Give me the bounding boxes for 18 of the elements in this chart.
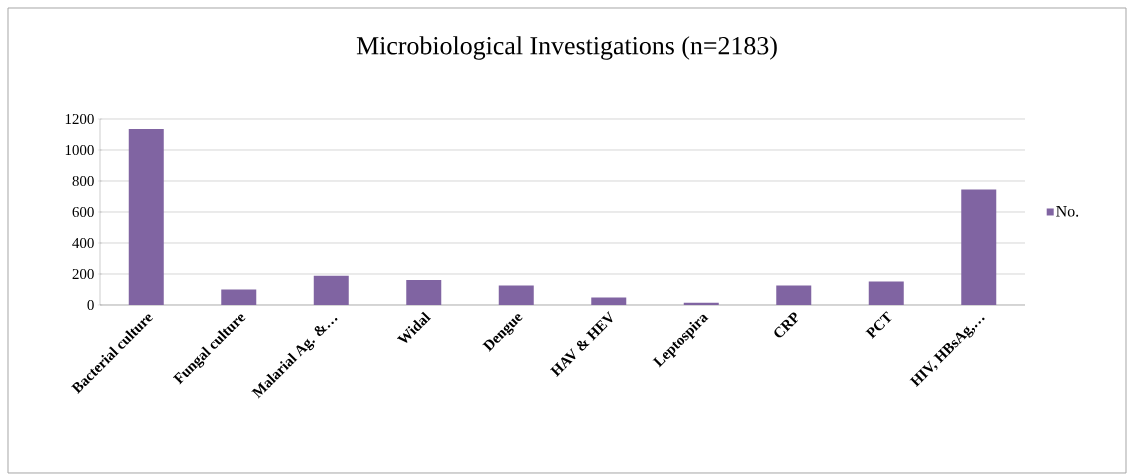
y-tick-label: 400 bbox=[72, 237, 94, 249]
bar bbox=[776, 285, 812, 305]
y-tick-label: 200 bbox=[72, 268, 94, 280]
bar bbox=[868, 281, 904, 305]
chart-title: Microbiological Investigations (n=2183) bbox=[356, 36, 777, 60]
bar bbox=[221, 289, 257, 305]
y-tick-label: 1200 bbox=[65, 113, 94, 125]
bar bbox=[498, 285, 534, 305]
bar bbox=[406, 280, 442, 305]
y-tick-label: 800 bbox=[72, 175, 94, 187]
y-tick-label: 1000 bbox=[65, 144, 94, 156]
bar bbox=[591, 297, 627, 305]
bar bbox=[961, 189, 997, 305]
bar bbox=[313, 275, 349, 305]
y-tick-label: 600 bbox=[72, 206, 94, 218]
legend-label: No. bbox=[1056, 206, 1079, 217]
y-tick-label: 0 bbox=[87, 299, 94, 311]
bar bbox=[128, 129, 164, 305]
